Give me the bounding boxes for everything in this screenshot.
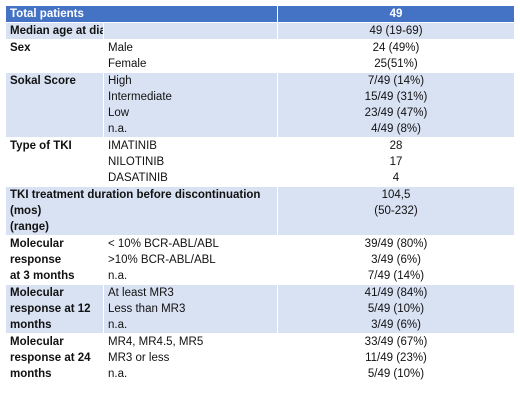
row-values: 33/49 (67%) 11/49 (23%) 5/49 (10%) bbox=[277, 333, 515, 383]
row-values-line: 39/49 (80%) bbox=[364, 238, 428, 250]
row-label-line: response at 24 bbox=[10, 352, 91, 364]
row-label-line: response bbox=[10, 254, 62, 266]
row-values-line: 49 (19-69) bbox=[369, 25, 423, 37]
table-row: Median age at diagnosis 49 (19-69) bbox=[5, 22, 515, 40]
row-options: IMATINIB NILOTINIB DASATINIB bbox=[103, 137, 278, 187]
row-values: 49 (19-69) bbox=[277, 22, 515, 40]
row-values-line: 25(51%) bbox=[374, 58, 418, 70]
row-label: Sokal Score bbox=[5, 72, 104, 138]
row-options: At least MR3 Less than MR3 n.a. bbox=[103, 284, 278, 334]
row-values-line: 17 bbox=[389, 156, 403, 168]
row-options-line: At least MR3 bbox=[108, 287, 174, 299]
row-options bbox=[103, 22, 278, 40]
row-label-line: Type of TKI bbox=[10, 140, 72, 152]
row-options-line: Male bbox=[108, 42, 133, 54]
row-values-line: 23/49 (47%) bbox=[364, 107, 428, 119]
row-options: High Intermediate Low n.a. bbox=[103, 72, 278, 138]
row-options-line: n.a. bbox=[108, 368, 128, 380]
row-values-line: 28 bbox=[389, 140, 403, 152]
row-label-line: Molecular bbox=[10, 336, 64, 348]
row-label: Molecular response at 12 months bbox=[5, 284, 104, 334]
row-label-line: Molecular bbox=[10, 287, 64, 299]
patient-characteristics-table: Total patients 49 Median age at diagnosi… bbox=[5, 5, 515, 383]
row-options-line: IMATINIB bbox=[108, 140, 157, 152]
row-label-line: Molecular bbox=[10, 238, 64, 250]
row-label-line: months bbox=[10, 319, 52, 331]
row-options-line: Low bbox=[108, 107, 130, 119]
row-label: Molecular response at 24 months bbox=[5, 333, 104, 383]
table-row: Molecular response at 24 months MR4, MR4.5,… bbox=[5, 333, 515, 383]
row-label-line: Sokal Score bbox=[10, 75, 76, 87]
row-values: 24 (49%) 25(51%) bbox=[277, 39, 515, 73]
row-values: 39/49 (80%) 3/49 (6%) 7/49 (14%) bbox=[277, 235, 515, 285]
header-value: 49 bbox=[277, 5, 515, 23]
row-label: Sex bbox=[5, 39, 104, 73]
row-label-line: Median age at diagnosis bbox=[10, 25, 103, 37]
row-values-line: 33/49 (67%) bbox=[364, 336, 428, 348]
row-options-line: < 10% BCR-ABL/ABL bbox=[108, 238, 219, 250]
row-options: MR4, MR4.5, MR5 MR3 or less n.a. bbox=[103, 333, 278, 383]
row-values: 7/49 (14%) 15/49 (31%) 23/49 (47%) 4/49 (8%… bbox=[277, 72, 515, 138]
row-label: TKI treatment duration before discontinu… bbox=[5, 186, 278, 236]
row-label-line: months bbox=[10, 368, 52, 380]
table-row: TKI treatment duration before discontinu… bbox=[5, 186, 515, 236]
row-options-line: Female bbox=[108, 58, 147, 70]
row-options-line: High bbox=[108, 75, 132, 87]
row-values: 41/49 (84%) 5/49 (10%) 3/49 (6%) bbox=[277, 284, 515, 334]
row-options-line: n.a. bbox=[108, 123, 128, 135]
row-values-line: 5/49 (10%) bbox=[367, 303, 425, 315]
header-label: Total patients bbox=[5, 5, 278, 23]
row-options-line: >10% BCR-ABL/ABL bbox=[108, 254, 216, 266]
row-label: Median age at diagnosis bbox=[5, 22, 104, 40]
row-label: Molecular response at 3 months bbox=[5, 235, 104, 285]
table-row: Sokal Score High Intermediate Low n.a. 7/49 (… bbox=[5, 72, 515, 138]
row-values-line: 15/49 (31%) bbox=[364, 91, 428, 103]
row-label-line: TKI treatment duration before discontinu… bbox=[10, 189, 261, 217]
row-values-line: 7/49 (14%) bbox=[367, 75, 425, 87]
row-values-line: 3/49 (6%) bbox=[371, 319, 421, 331]
row-options-line: DASATINIB bbox=[108, 172, 168, 184]
row-options-line: NILOTINIB bbox=[108, 156, 165, 168]
row-values-line: 4/49 (8%) bbox=[371, 123, 421, 135]
row-options-line: n.a. bbox=[108, 270, 128, 282]
row-values-line: 24 (49%) bbox=[372, 42, 420, 54]
table-row: Molecular response at 3 months < 10% BCR-A… bbox=[5, 235, 515, 285]
row-label-line: (range) bbox=[10, 221, 49, 233]
row-values-line: 41/49 (84%) bbox=[364, 287, 428, 299]
row-values-line: 7/49 (14%) bbox=[367, 270, 425, 282]
table-row: Type of TKI IMATINIB NILOTINIB DASATINIB 28 1… bbox=[5, 137, 515, 187]
row-label-line: response at 12 bbox=[10, 303, 91, 315]
row-options-line: MR3 or less bbox=[108, 352, 170, 364]
row-options: < 10% BCR-ABL/ABL >10% BCR-ABL/ABL n.a. bbox=[103, 235, 278, 285]
row-values-line: (50-232) bbox=[374, 205, 418, 217]
table-row: Sex Male Female 24 (49%) 25(51%) bbox=[5, 39, 515, 73]
row-values: 104,5 (50-232) bbox=[277, 186, 515, 236]
row-options-line: MR4, MR4.5, MR5 bbox=[108, 336, 204, 348]
table-row: Molecular response at 12 months At least MR… bbox=[5, 284, 515, 334]
row-values: 28 17 4 bbox=[277, 137, 515, 187]
row-values-line: 104,5 bbox=[381, 189, 411, 201]
row-options-line: n.a. bbox=[108, 319, 128, 331]
row-label-line: at 3 months bbox=[10, 270, 75, 282]
row-label: Type of TKI bbox=[5, 137, 104, 187]
row-options-line: Less than MR3 bbox=[108, 303, 186, 315]
row-values-line: 11/49 (23%) bbox=[365, 352, 427, 364]
table-header-row: Total patients 49 bbox=[5, 5, 515, 23]
row-values-line: 3/49 (6%) bbox=[371, 254, 421, 266]
row-label-line: Sex bbox=[10, 42, 31, 54]
row-values-line: 5/49 (10%) bbox=[367, 368, 425, 380]
row-values-line: 4 bbox=[392, 172, 400, 184]
row-options: Male Female bbox=[103, 39, 278, 73]
row-options-line: Intermediate bbox=[108, 91, 172, 103]
